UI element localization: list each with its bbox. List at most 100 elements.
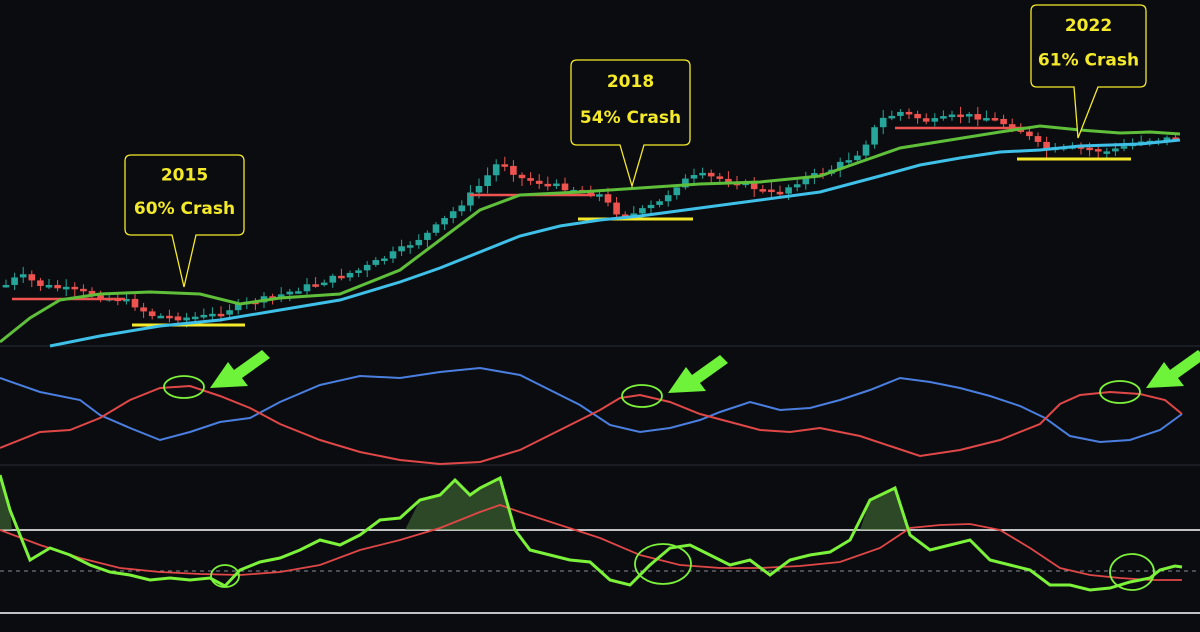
candle	[931, 118, 939, 122]
candle	[62, 286, 70, 290]
candle	[363, 264, 371, 271]
candle	[991, 118, 999, 121]
candle	[398, 246, 405, 252]
candle	[432, 224, 440, 233]
candle	[97, 295, 104, 299]
candle	[346, 272, 354, 278]
candle	[639, 208, 646, 214]
candle	[535, 180, 543, 184]
candle	[174, 316, 182, 321]
candle	[131, 298, 139, 308]
candle	[303, 284, 311, 292]
candle	[1034, 136, 1042, 142]
candle	[415, 239, 423, 246]
candle	[587, 190, 595, 196]
candle	[518, 174, 526, 179]
candle	[888, 115, 896, 119]
crossover-circle	[1099, 380, 1141, 404]
candle	[983, 118, 990, 121]
candle	[37, 280, 44, 286]
green-arrow-icon	[668, 355, 728, 393]
candle	[28, 274, 36, 281]
candle	[879, 117, 887, 128]
annotation-callout-box	[124, 154, 245, 288]
candle	[338, 275, 345, 279]
candle	[458, 205, 466, 212]
annotation-year: 2018	[607, 72, 654, 92]
candle	[123, 298, 130, 302]
candle	[1043, 141, 1050, 151]
candle	[656, 201, 663, 205]
crossover-circle	[210, 564, 240, 588]
annotation-year: 2015	[161, 166, 208, 186]
candle	[355, 270, 362, 273]
candle	[295, 291, 302, 294]
candle	[71, 286, 79, 290]
candle	[854, 155, 861, 161]
candle	[467, 192, 474, 206]
candle	[707, 172, 715, 177]
candle	[329, 275, 337, 283]
candle	[785, 187, 792, 194]
candle	[191, 316, 199, 320]
candle	[974, 114, 982, 120]
candle	[1120, 146, 1128, 149]
rsi-signal-red-line	[0, 504, 1182, 581]
candle	[647, 204, 655, 209]
candle	[965, 114, 973, 117]
candle	[673, 187, 681, 196]
annotation-year: 2022	[1065, 16, 1112, 36]
candle	[690, 175, 698, 179]
rsi-panel	[0, 474, 1200, 614]
candle	[613, 202, 620, 215]
rsi-green-line	[0, 474, 1183, 592]
candle	[897, 111, 904, 116]
candle	[217, 313, 225, 317]
candle	[11, 277, 18, 285]
candle	[957, 114, 964, 118]
candle	[157, 315, 165, 319]
candle	[80, 288, 87, 292]
crash-annotation: 2022 61% Crash	[1030, 4, 1147, 139]
overbought-fill	[860, 488, 912, 530]
candle	[940, 116, 947, 119]
candle	[527, 178, 534, 181]
crossover-circle	[621, 384, 663, 408]
candle	[1086, 147, 1093, 151]
blue-moving-average	[49, 138, 1181, 348]
candle	[312, 284, 319, 287]
green-moving-average	[0, 124, 1181, 344]
candle	[320, 282, 328, 286]
candle	[596, 194, 603, 197]
candle	[389, 251, 397, 259]
candle	[484, 175, 491, 186]
oscillator-panel	[0, 350, 1200, 466]
candle	[1103, 151, 1111, 154]
candle	[226, 310, 233, 315]
candle	[922, 118, 930, 122]
candle	[381, 258, 388, 261]
oscillator-red-line	[0, 384, 1183, 466]
candle	[424, 232, 431, 240]
candle	[1017, 129, 1025, 132]
candle	[905, 111, 913, 115]
candle	[45, 285, 53, 288]
candle	[372, 260, 380, 265]
annotation-label: 61% Crash	[1038, 51, 1139, 71]
candle	[561, 183, 569, 191]
candle	[475, 185, 483, 193]
crash-annotation: 2015 60% Crash	[124, 154, 245, 288]
candle	[699, 172, 706, 176]
candle	[200, 314, 208, 318]
candle	[148, 311, 156, 317]
candle	[277, 294, 285, 297]
annotation-label: 54% Crash	[580, 108, 681, 128]
candle	[750, 182, 758, 190]
crossover-circle	[163, 375, 205, 399]
overbought-fill	[405, 478, 515, 530]
candle	[621, 214, 629, 217]
candle	[768, 189, 775, 193]
candle	[802, 177, 810, 185]
candle	[1163, 137, 1171, 141]
